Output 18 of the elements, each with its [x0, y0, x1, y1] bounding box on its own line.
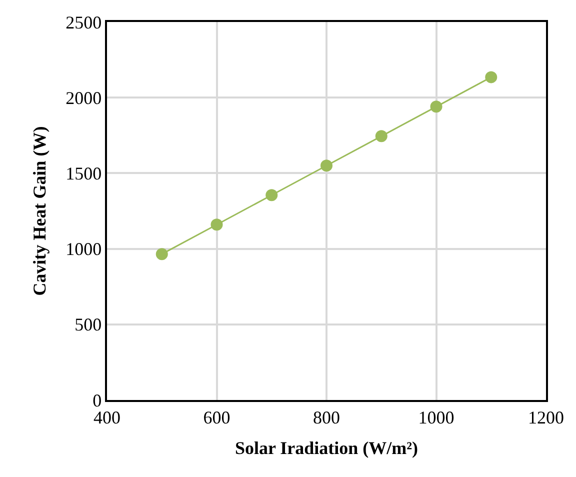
point: [320, 160, 332, 172]
x-tick-label: 800: [313, 407, 340, 428]
point: [485, 71, 498, 84]
y-tick-label: 1500: [66, 164, 102, 184]
y-tick-label: 1000: [66, 239, 102, 260]
x-tick-label: 600: [203, 407, 230, 428]
y-tick-label: 2500: [66, 12, 102, 32]
y-tick-label: 500: [74, 314, 102, 335]
x-tick-label: 1000: [418, 407, 454, 428]
x-axis-title: Solar Iradiation (W/m²): [234, 438, 418, 458]
point: [266, 189, 278, 202]
point: [375, 130, 388, 142]
x-tick-label: 1200: [528, 407, 564, 428]
y-axis-title: Cavity Heat Gain (W): [29, 126, 50, 296]
point: [156, 248, 168, 260]
point: [430, 100, 442, 113]
y-tick-label: 2000: [66, 88, 102, 108]
point: [210, 218, 223, 231]
